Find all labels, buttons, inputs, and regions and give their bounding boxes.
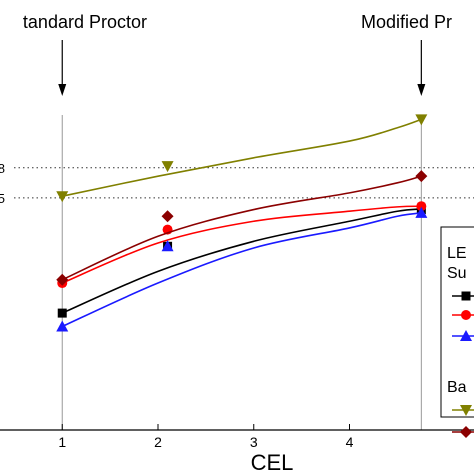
legend-marker-blue <box>460 330 472 341</box>
series-line-red <box>61 205 422 284</box>
series-line-darkred <box>61 175 422 281</box>
series-darkred <box>56 170 428 286</box>
data-point-red-3 <box>416 201 427 212</box>
x-axis-label: CEL <box>251 450 294 474</box>
annotations: tandard Proctor Modified Pr <box>23 12 452 96</box>
data-point-darkred-1 <box>56 273 69 286</box>
x-tick-label-1: 1 <box>58 434 66 450</box>
legend-marker-red <box>461 310 471 320</box>
series-blue <box>56 206 428 332</box>
legend-box <box>440 226 474 418</box>
x-tick-label-3: 3 <box>250 434 258 450</box>
series-layer <box>56 114 428 332</box>
legend: LE Su Ba <box>440 226 474 438</box>
data-point-olive-2 <box>161 161 174 173</box>
series-line-blue <box>61 212 422 328</box>
annotation-label-2: Modified Pr <box>361 12 452 32</box>
x-tick-label-2: 2 <box>154 434 162 450</box>
legend-header: LE <box>447 245 467 262</box>
annotation-label-1: tandard Proctor <box>23 12 147 32</box>
series-line-olive <box>62 118 422 197</box>
reference-label-2: 5 <box>0 191 5 206</box>
legend-marker-black <box>461 291 471 301</box>
guide-lines: 85 <box>0 115 474 430</box>
x-tick-label-4: 4 <box>346 434 354 450</box>
data-point-darkred-2 <box>161 210 174 223</box>
data-point-blue-3 <box>415 206 428 218</box>
data-point-olive-1 <box>56 191 69 203</box>
series-olive <box>56 114 428 203</box>
data-point-blue-1 <box>56 320 69 332</box>
legend-group-1: Su <box>447 265 467 282</box>
data-point-black-1 <box>57 308 67 318</box>
legend-marker-olive <box>460 405 472 416</box>
data-point-blue-2 <box>161 240 174 252</box>
legend-marker-darkred <box>460 426 472 438</box>
data-point-darkred-3 <box>415 170 428 183</box>
data-point-olive-3 <box>415 114 428 126</box>
annotation-arrow-head-1 <box>58 84 67 96</box>
annotation-arrow-head-2 <box>417 84 426 96</box>
series-line-black <box>61 208 422 314</box>
legend-group-2: Ba <box>447 379 467 396</box>
reference-label-1: 8 <box>0 161 5 176</box>
axes: 1 2 3 4 <box>0 424 474 450</box>
